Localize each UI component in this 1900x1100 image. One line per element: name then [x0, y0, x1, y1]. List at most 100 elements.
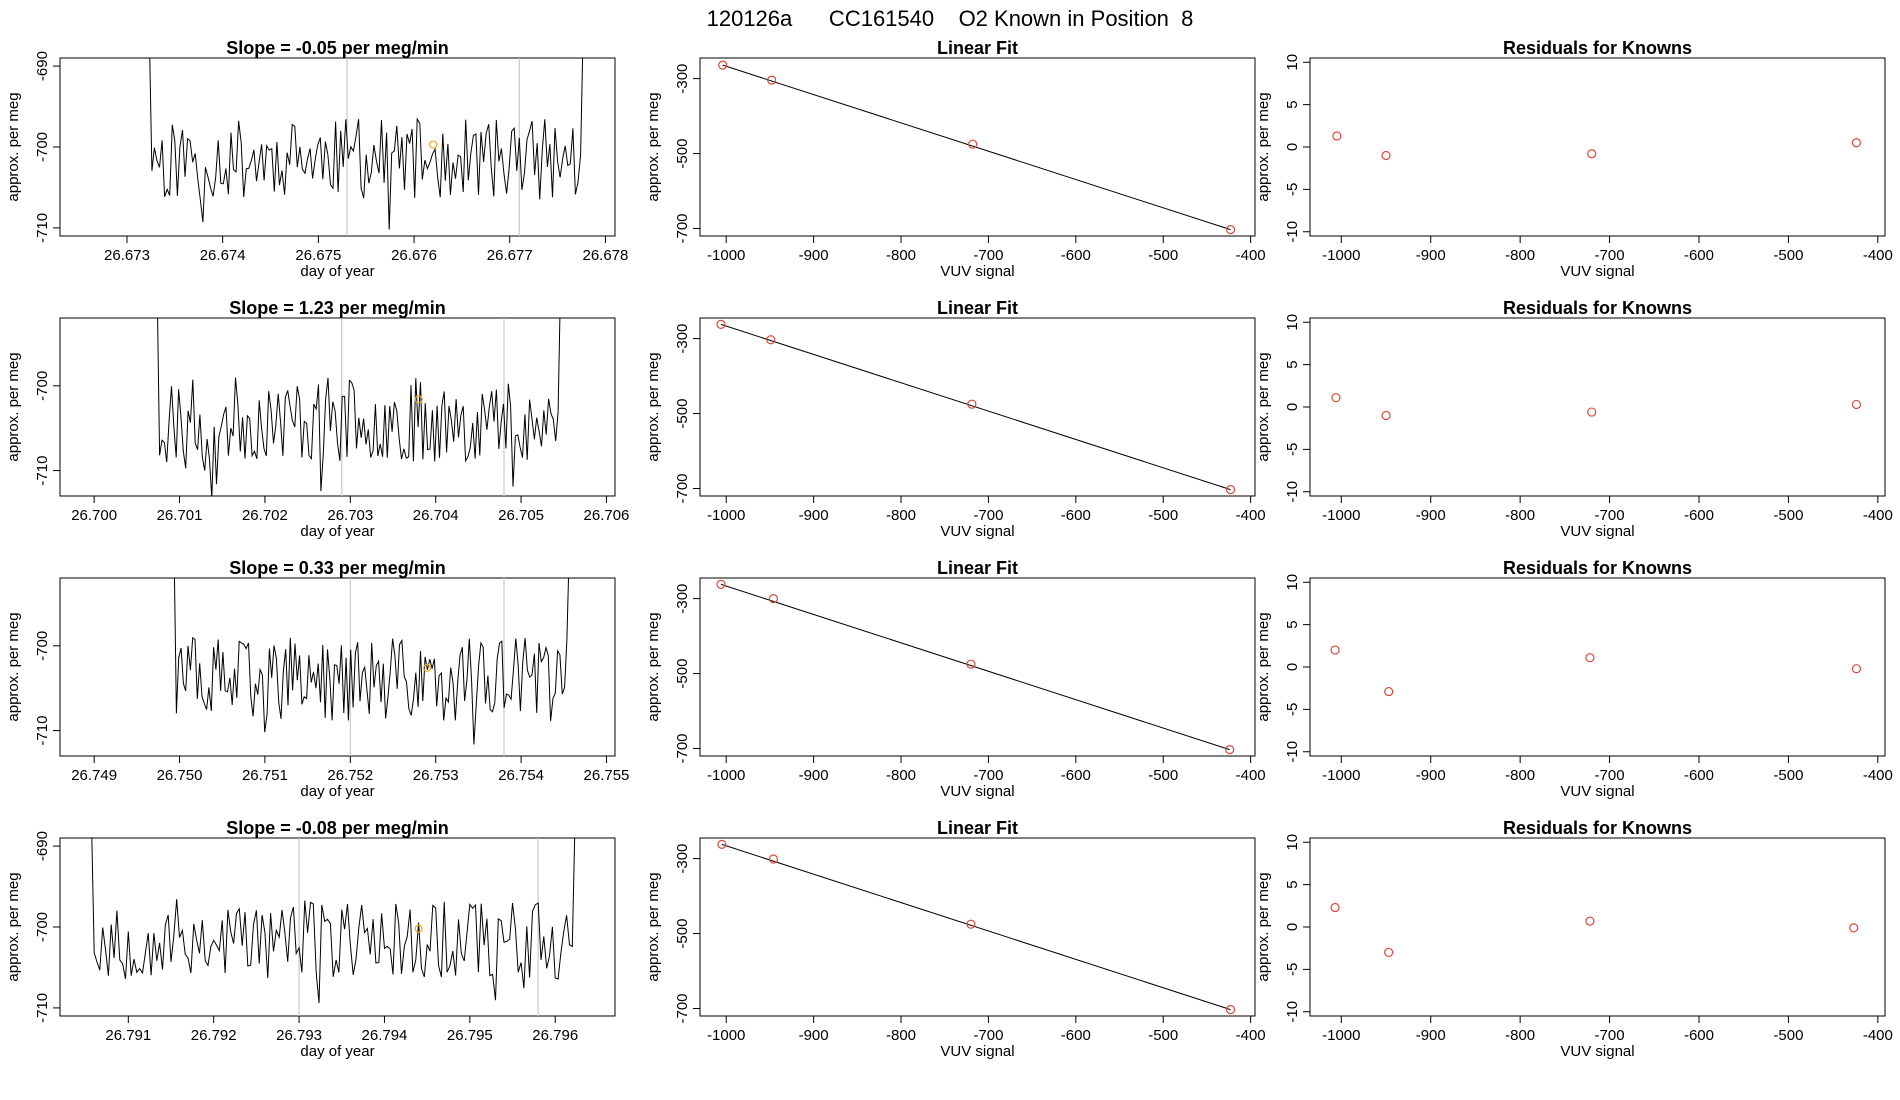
panel-time-series-row-0: Slope = -0.05 per meg/min 26.673 26.674 26.…: [5, 38, 628, 280]
x-tick-label: -600: [1061, 767, 1091, 784]
x-tick-label: -700: [973, 767, 1003, 784]
data-point: [1851, 138, 1861, 148]
x-tick-label: -600: [1061, 247, 1091, 264]
x-tick-label: -1000: [1322, 767, 1360, 784]
data-point: [716, 319, 726, 329]
x-tick-label: -500: [1148, 767, 1178, 784]
data-point: [1384, 686, 1394, 697]
x-tick-label: -500: [1148, 1027, 1178, 1044]
panel-residuals-row-3: Residuals for Knowns -1000 -900 -800 -700 -60…: [1255, 818, 1893, 1060]
x-tick-label: -400: [1863, 1027, 1893, 1044]
x-tick-label: -500: [1148, 507, 1178, 524]
data-point: [1381, 410, 1391, 421]
plot-area: [716, 579, 1235, 755]
fit-line: [721, 843, 1231, 1011]
plot-area: [718, 60, 1236, 235]
x-axis-label: VUV signal: [1560, 263, 1634, 280]
data-point: [766, 335, 776, 345]
y-tick-label: -10: [1284, 1001, 1301, 1023]
x-tick-label: -900: [799, 247, 829, 264]
x-tick-label: -800: [1505, 507, 1535, 524]
panel-linear-fit-row-1: Linear Fit -1000 -900 -800 -700 -600 -500 -400 -…: [645, 298, 1266, 540]
y-tick-label: 0: [1284, 403, 1301, 411]
panel-title: Slope = 0.33 per meg/min: [229, 558, 446, 578]
y-tick-label: -5: [1284, 703, 1301, 716]
data-point: [1381, 150, 1391, 161]
panel-title: Slope = -0.08 per meg/min: [226, 818, 449, 838]
panel-title: Residuals for Knowns: [1503, 298, 1692, 318]
fit-line: [722, 64, 1231, 231]
panel-title: Linear Fit: [937, 818, 1018, 838]
data-point: [1384, 947, 1394, 958]
y-tick-label: -700: [34, 132, 51, 162]
y-tick-label: -700: [674, 473, 691, 503]
panel-time-series-row-1: Slope = 1.23 per meg/min 26.700 26.701 26.7…: [5, 298, 629, 540]
plot-area: [157, 318, 561, 496]
y-tick-label: -700: [34, 631, 51, 661]
y-tick-label: -10: [1284, 481, 1301, 503]
y-tick-label: -300: [674, 324, 691, 354]
data-point: [1849, 923, 1859, 933]
plot-area: [1330, 902, 1859, 958]
y-tick-label: -700: [674, 993, 691, 1023]
x-tick-label: -600: [1684, 1027, 1714, 1044]
data-point: [1225, 485, 1236, 495]
y-axis-label: approx. per meg: [5, 612, 22, 721]
panel-title: Linear Fit: [937, 558, 1018, 578]
y-tick-label: 5: [1284, 620, 1301, 628]
x-tick-label: 26.795: [447, 1027, 493, 1044]
panel-title: Slope = -0.05 per meg/min: [226, 38, 449, 58]
x-axis-label: day of year: [300, 783, 374, 800]
plot-area: [717, 839, 1236, 1015]
plot-frame: [1309, 317, 1886, 497]
y-tick-label: -710: [34, 213, 51, 243]
plot-frame: [699, 57, 1256, 237]
y-tick-label: -5: [1284, 443, 1301, 456]
y-tick-label: -500: [674, 919, 691, 949]
fit-line: [720, 323, 1231, 491]
data-point: [1851, 664, 1861, 674]
y-tick-label: -300: [674, 844, 691, 874]
x-tick-label: 26.676: [391, 247, 437, 264]
y-tick-label: 10: [1284, 314, 1301, 331]
x-axis-label: day of year: [300, 263, 374, 280]
y-tick-label: -690: [34, 51, 51, 81]
x-tick-label: -900: [1416, 1027, 1446, 1044]
x-tick-label: 26.704: [413, 507, 459, 524]
data-point: [767, 75, 777, 85]
panel-linear-fit-row-2: Linear Fit -1000 -900 -800 -700 -600 -500 -400 -…: [645, 558, 1266, 800]
x-tick-label: 26.752: [327, 767, 373, 784]
data-point: [768, 594, 779, 604]
data-point: [716, 579, 726, 589]
x-tick-label: -600: [1684, 767, 1714, 784]
x-tick-label: -400: [1863, 247, 1893, 264]
panel-residuals-row-0: Residuals for Knowns -1000 -900 -800 -700 -60…: [1255, 38, 1893, 280]
x-tick-label: -700: [1595, 1027, 1625, 1044]
x-tick-label: 26.751: [242, 767, 288, 784]
x-tick-label: 26.678: [582, 247, 628, 264]
x-axis-label: VUV signal: [940, 783, 1014, 800]
x-tick-label: -500: [1773, 247, 1803, 264]
data-point: [1587, 149, 1597, 159]
x-tick-label: 26.753: [413, 767, 459, 784]
x-tick-label: -700: [1595, 247, 1625, 264]
x-tick-label: 26.793: [276, 1027, 322, 1044]
plot-area: [1330, 645, 1861, 697]
data-trace: [91, 838, 576, 1004]
x-tick-label: -1000: [707, 767, 745, 784]
y-tick-label: -700: [674, 213, 691, 243]
y-axis-label: approx. per meg: [1255, 352, 1272, 461]
x-tick-label: -1000: [707, 507, 745, 524]
data-point: [1585, 653, 1595, 663]
y-tick-label: -700: [674, 733, 691, 763]
panel-residuals-row-1: Residuals for Knowns -1000 -900 -800 -700 -60…: [1255, 298, 1893, 540]
data-trace: [173, 578, 569, 745]
x-tick-label: -400: [1236, 767, 1266, 784]
y-tick-label: -5: [1284, 963, 1301, 976]
x-tick-label: -700: [973, 1027, 1003, 1044]
panel-title: Linear Fit: [937, 298, 1018, 318]
data-point: [1225, 745, 1235, 755]
data-point: [717, 839, 727, 849]
data-point: [966, 919, 976, 929]
plot-frame: [59, 317, 616, 497]
